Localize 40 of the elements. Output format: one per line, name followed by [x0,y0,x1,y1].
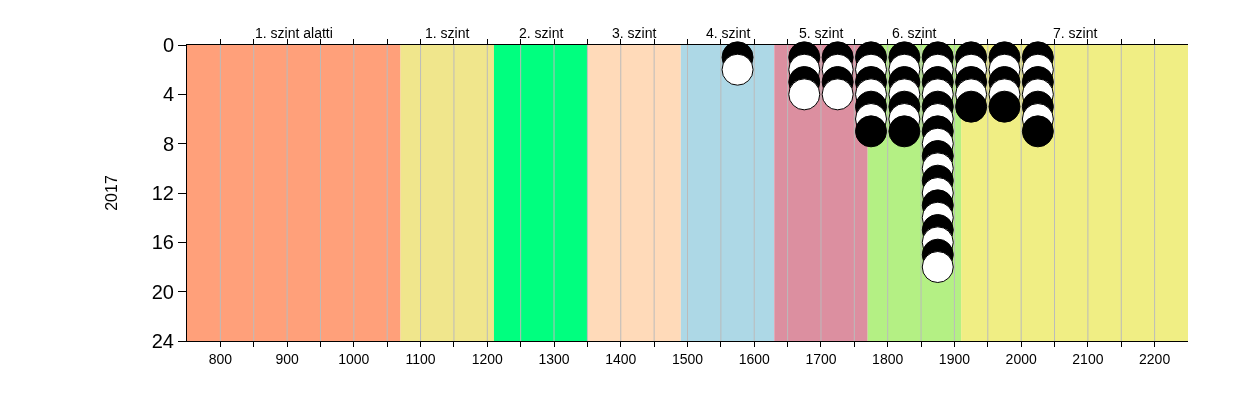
band-label: 2. szint [519,25,564,41]
x-tick-label: 1200 [471,350,504,367]
point [988,90,1021,123]
y-tick-label: 24 [151,330,174,352]
y-axis-title: 2017 [102,175,120,211]
x-tick-label: 1400 [605,350,637,367]
y-tick-label: 0 [162,34,174,56]
x-tick-label: 1100 [405,350,436,367]
band-label: 4. szint [706,25,751,41]
x-tick-label: 800 [208,350,233,367]
x-tick-label: 1300 [538,350,570,367]
band-label: 7. szint [1053,25,1098,41]
point [721,53,754,86]
point [955,90,988,123]
band-label: 5. szint [799,25,844,41]
x-tick-label: 1500 [671,350,704,367]
x-tick-label: 1800 [872,350,904,367]
y-tick-label: 20 [151,280,174,303]
point [1021,115,1054,148]
point [855,115,888,148]
x-tick-label: 2000 [1005,350,1037,367]
band-label: 1. szint [425,25,470,41]
point [921,251,954,283]
x-tick-label: 1000 [338,350,370,367]
band-label: 3. szint [612,25,657,41]
y-tick-label: 8 [162,132,174,155]
point [788,78,821,111]
x-tick-label: 1600 [738,350,771,367]
point [821,78,854,111]
band-label: 1. szint alatti [255,25,333,41]
x-tick-label: 1700 [805,350,837,367]
band-label: 6. szint [892,25,937,41]
x-tick-label: 2100 [1072,350,1104,367]
point [888,115,921,148]
y-tick-label: 16 [151,231,174,254]
x-tick-label: 900 [275,350,299,367]
x-tick-label: 2200 [1139,350,1171,367]
y-tick-label: 12 [151,182,174,204]
x-tick-label: 1900 [938,350,971,367]
y-tick-label: 4 [162,83,174,106]
